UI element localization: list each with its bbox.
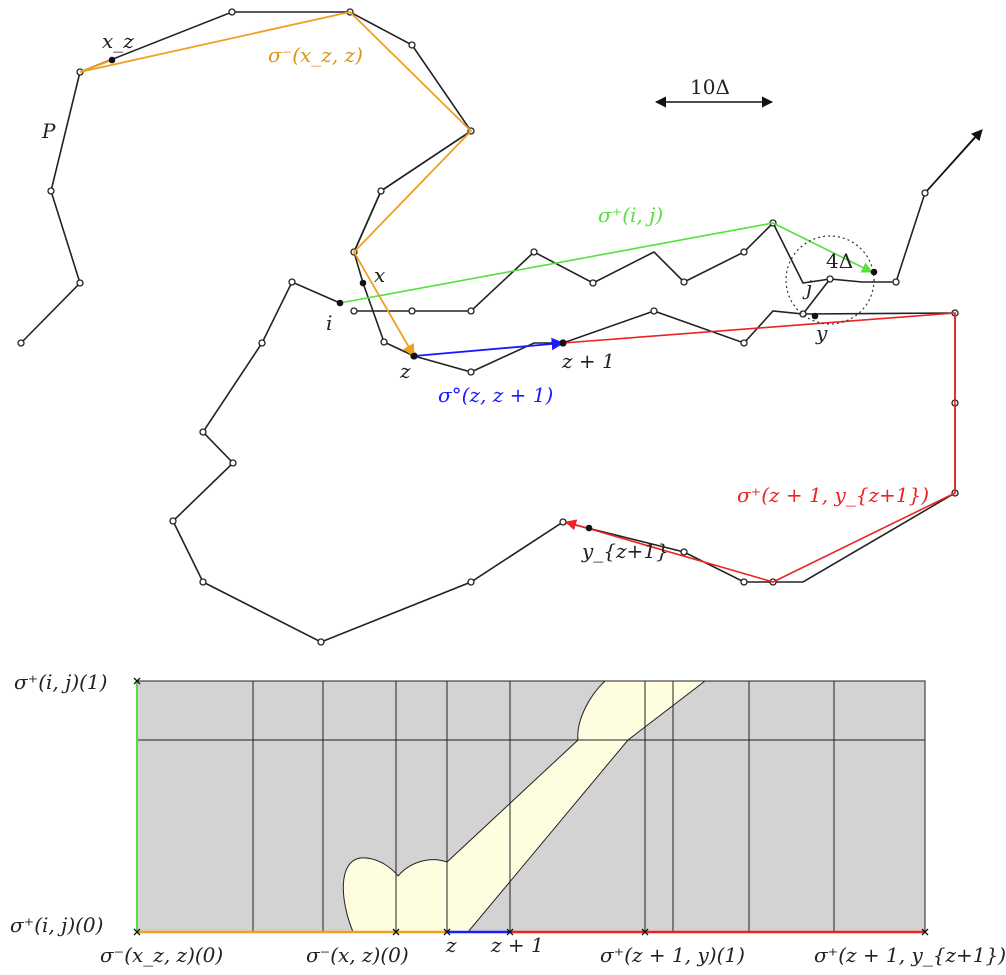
label-x: x bbox=[374, 263, 385, 287]
sigma-plus-ij-path bbox=[339, 222, 874, 304]
ylabel-top: σ⁺(i, j)(1) bbox=[14, 670, 107, 694]
curve-p-lower bbox=[172, 280, 956, 643]
label-sigma-circ: σ°(z, z + 1) bbox=[438, 383, 553, 407]
curve-p-middle bbox=[354, 221, 831, 312]
xlabel-c: z bbox=[445, 933, 457, 957]
axis-ticks bbox=[133, 677, 929, 936]
xlabel-d: z + 1 bbox=[490, 933, 544, 957]
label-y-z1: y_{z+1} bbox=[581, 539, 669, 563]
sigma-plus-z-path bbox=[562, 312, 956, 583]
label-scale: 10Δ bbox=[690, 75, 730, 99]
label-z: z bbox=[399, 359, 411, 383]
label-y: y bbox=[815, 321, 828, 345]
sigma-circ-path bbox=[413, 337, 565, 357]
label-j: j bbox=[802, 276, 812, 300]
label-p: P bbox=[41, 119, 56, 143]
label-i: i bbox=[326, 311, 332, 335]
ylabel-bottom: σ⁺(i, j)(0) bbox=[10, 913, 103, 937]
xlabel-e: σ⁺(z + 1, y)(1) bbox=[600, 943, 745, 967]
label-z1: z + 1 bbox=[561, 349, 615, 373]
curve-p-top bbox=[17, 8, 983, 646]
label-sigma-minus: σ⁻(x_z, z) bbox=[268, 43, 363, 67]
four-delta-circle bbox=[785, 235, 875, 325]
xlabel-b: σ⁻(x, z)(0) bbox=[306, 943, 409, 967]
curve-p bbox=[20, 11, 976, 373]
sigma-minus-path bbox=[79, 11, 473, 358]
label-four-delta: 4Δ bbox=[826, 249, 853, 273]
label-sigma-plus-z: σ⁺(z + 1, y_{z+1}) bbox=[737, 483, 929, 507]
label-xz: x_z bbox=[102, 29, 134, 53]
xlabel-a: σ⁻(x_z, z)(0) bbox=[100, 943, 223, 967]
label-sigma-plus-ij: σ⁺(i, j) bbox=[598, 203, 663, 227]
free-space-region bbox=[342, 680, 707, 933]
xlabel-f: σ⁺(z + 1, y_{z+1})(1) bbox=[814, 943, 1006, 967]
free-space-panel bbox=[133, 677, 929, 936]
grid-lines bbox=[137, 681, 925, 932]
key-points bbox=[108, 56, 878, 532]
